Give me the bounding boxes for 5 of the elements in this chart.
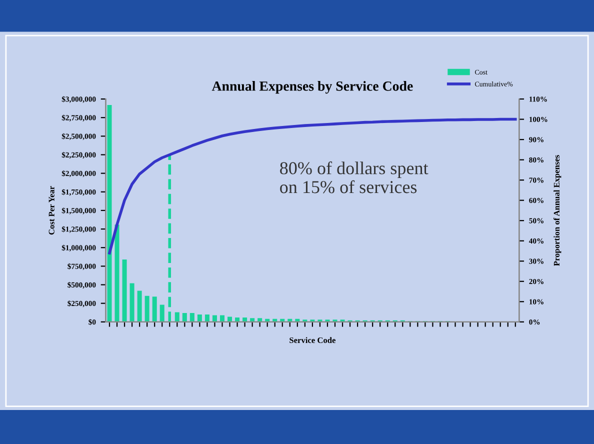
annotation: 80% of dollars spent on 15% of services [280, 161, 428, 194]
x-axis-title: Service Code [290, 337, 336, 344]
y-axis-title: Cost Per Year [48, 186, 54, 235]
y2-axis-title: Proportion of Annual Expenses [554, 155, 562, 266]
chart-title: Annual Expenses by Service Code [212, 81, 413, 94]
